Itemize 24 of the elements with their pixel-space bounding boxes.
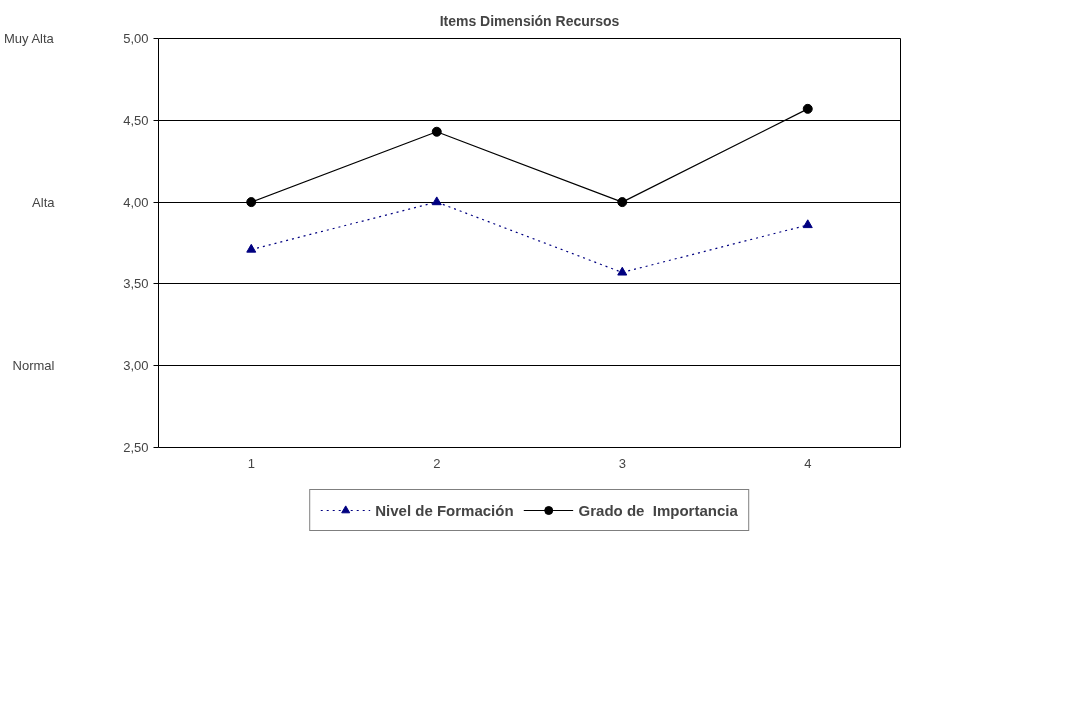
chart-title: Items Dimensión Recursos [439,12,620,29]
x-tick-label: 1 [247,455,255,471]
point [802,103,813,114]
legend-label: Grado de Importancia [578,501,738,519]
y-tick-label: 3,00 [123,358,149,374]
x-tick-label: 2 [433,455,441,471]
y-tick-label: 3,50 [123,276,149,292]
y-tick-label: 5,00 [123,31,149,46]
x-tick-label: 3 [618,455,626,471]
x-tick-label: 4 [804,455,812,471]
y-tick-label: 4,00 [123,194,149,210]
y-tick-label: 4,50 [123,112,149,128]
text: Muy Alta [3,31,55,46]
text: Normal [12,358,55,374]
y-tick-label: 2,50 [123,440,149,455]
legend-label: Nivel de Formación [375,501,514,519]
point [617,266,628,276]
text: Alta [32,194,56,210]
point [802,219,813,229]
point [617,197,628,208]
point [431,126,442,137]
point [246,243,257,253]
point [431,196,442,206]
point [246,197,257,208]
